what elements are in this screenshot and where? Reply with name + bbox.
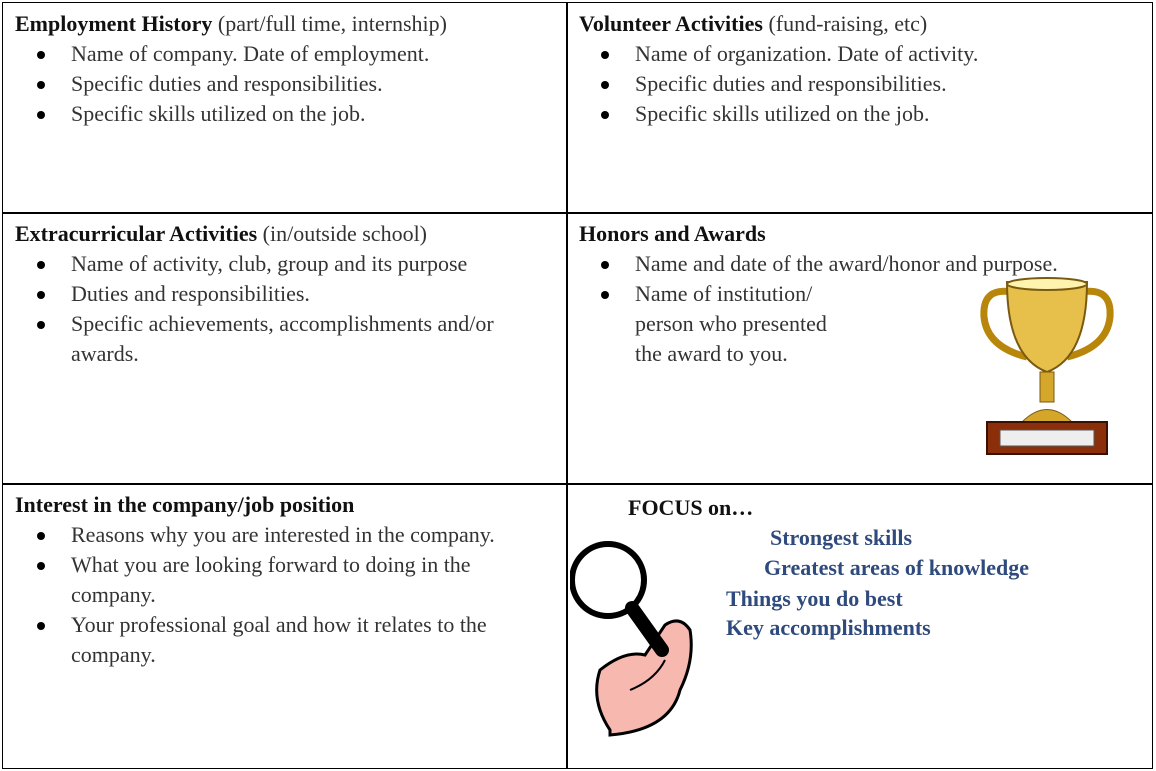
bullet: Reasons why you are interested in the co… bbox=[37, 520, 557, 550]
cell-title: Interest in the company/job position bbox=[15, 492, 355, 517]
trophy-icon bbox=[980, 277, 1114, 455]
cell: Honors and Awards Name and date of the aw… bbox=[566, 212, 1153, 485]
bullet-list: Name and date of the award/honor and pur… bbox=[579, 249, 1142, 369]
cell-title: Extracurricular Activities bbox=[15, 221, 258, 246]
bullet: Specific duties and responsibilities. bbox=[601, 69, 1142, 99]
focus-item: Strongest skills bbox=[770, 525, 913, 550]
bullet-list: Name of activity, club, group and its pu… bbox=[15, 249, 557, 369]
bullet: Specific achievements, accomplishments a… bbox=[37, 309, 557, 369]
bullet: Name of institution/ person who presente… bbox=[601, 279, 855, 369]
cell: Interest in the company/job position Reas… bbox=[2, 483, 568, 769]
focus-item: Key accomplishments bbox=[726, 615, 931, 640]
cell-title: Honors and Awards bbox=[579, 221, 766, 246]
cell-note: (in/outside school) bbox=[262, 221, 428, 246]
bullet: Duties and responsibilities. bbox=[37, 279, 557, 309]
bullet: Name of activity, club, group and its pu… bbox=[37, 249, 557, 279]
bullet-list: Name of company. Date of employment. Spec… bbox=[15, 39, 557, 129]
cell-title: Employment History bbox=[15, 11, 213, 36]
focus-title: FOCUS on… bbox=[628, 495, 754, 520]
bullet: Specific skills utilized on the job. bbox=[601, 99, 1142, 129]
cell-heading: Honors and Awards bbox=[579, 219, 1142, 249]
cell-heading: Interest in the company/job position bbox=[15, 490, 557, 520]
focus-item: Greatest areas of knowledge bbox=[764, 555, 1029, 580]
bullet: Specific duties and responsibilities. bbox=[37, 69, 557, 99]
cell-note: (fund-raising, etc) bbox=[768, 11, 928, 36]
bullet: Name of company. Date of employment. bbox=[37, 39, 557, 69]
cell-note: (part/full time, internship) bbox=[217, 11, 447, 36]
bullet: Specific skills utilized on the job. bbox=[37, 99, 557, 129]
cell bbox=[566, 483, 1153, 769]
cell: Employment History (part/full time, inte… bbox=[2, 2, 568, 214]
bullet-list: Reasons why you are interested in the co… bbox=[15, 520, 557, 670]
cell: Volunteer Activities (fund-raising, etc)… bbox=[566, 2, 1153, 214]
bullet-list: Name of organization. Date of activity. S… bbox=[579, 39, 1142, 129]
cell-heading: Employment History (part/full time, inte… bbox=[15, 9, 557, 39]
cell-heading: Volunteer Activities (fund-raising, etc) bbox=[579, 9, 1142, 39]
cell-title: Volunteer Activities bbox=[579, 11, 763, 36]
cell-heading: Extracurricular Activities (in/outside s… bbox=[15, 219, 557, 249]
magnifier-arm-icon bbox=[570, 541, 693, 737]
bullet: What you are looking forward to doing in… bbox=[37, 550, 557, 610]
cell: Extracurricular Activities (in/outside s… bbox=[2, 212, 568, 485]
bullet: Your professional goal and how it relate… bbox=[37, 610, 557, 670]
bullet: Name of organization. Date of activity. bbox=[601, 39, 1142, 69]
bullet: Name and date of the award/honor and pur… bbox=[601, 249, 1142, 279]
focus-item: Things you do best bbox=[726, 586, 903, 611]
